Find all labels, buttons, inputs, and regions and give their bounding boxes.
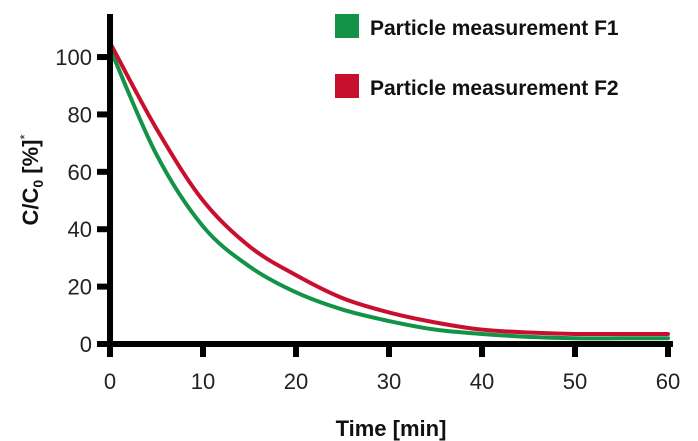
y-axis-title-main: C/C: [18, 188, 43, 226]
legend-swatch-f2: [335, 74, 359, 98]
y-axis-title-unit: [%]: [18, 140, 43, 180]
x-tick-label-10: 10: [191, 369, 215, 394]
legend-label-f1: Particle measurement F1: [370, 17, 619, 40]
y-tick-label-60: 60: [68, 160, 92, 185]
x-tick-label-30: 30: [377, 369, 401, 394]
y-axis-title-superscript: *: [17, 134, 32, 139]
legend-swatch-f1: [335, 14, 359, 38]
x-tick-label-0: 0: [104, 369, 116, 394]
legend: Particle measurement F1 Particle measurem…: [335, 14, 619, 100]
series-line-f1: [108, 46, 670, 341]
legend-label-f2: Particle measurement F2: [370, 77, 619, 100]
series-layer: [108, 40, 670, 341]
y-axis-title-subscript: 0: [30, 180, 46, 188]
y-tick-label-0: 0: [80, 332, 92, 357]
axes-layer: [107, 14, 673, 347]
x-tick-label-20: 20: [284, 369, 308, 394]
y-tick-label-40: 40: [68, 217, 92, 242]
x-tick-label-40: 40: [470, 369, 494, 394]
x-tick-label-50: 50: [563, 369, 587, 394]
y-tick-label-80: 80: [68, 102, 92, 127]
y-tick-label-20: 20: [68, 275, 92, 300]
series-line-f2: [108, 40, 670, 337]
x-tick-label-60: 60: [656, 369, 680, 394]
y-tick-label-100: 100: [55, 45, 92, 70]
ticks-layer: 0 10 20 30 40 50 60 0 20 40 60 80 100: [55, 45, 680, 394]
x-axis-title: Time [min]: [336, 416, 447, 441]
y-axis-title: C/C0 [%]*: [17, 134, 46, 225]
